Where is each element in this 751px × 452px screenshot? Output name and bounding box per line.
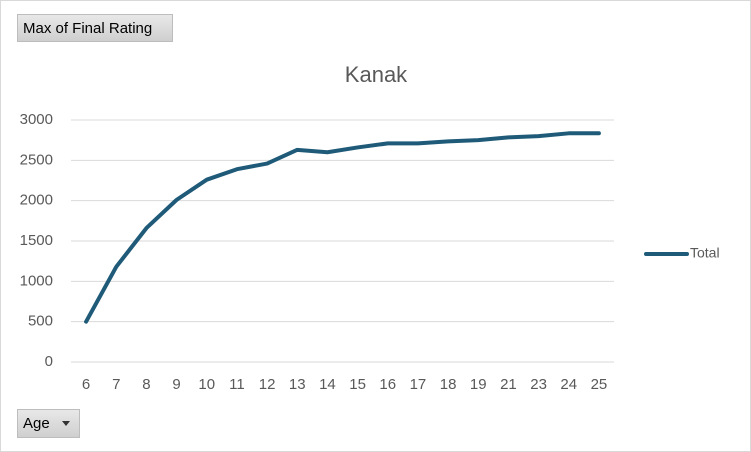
x-tick-label: 23 bbox=[530, 376, 547, 393]
y-tick-label: 2000 bbox=[20, 192, 53, 209]
x-tick-label: 18 bbox=[440, 376, 457, 393]
y-tick-label: 0 bbox=[45, 353, 53, 370]
x-tick-label: 25 bbox=[591, 376, 608, 393]
y-tick-label: 2500 bbox=[20, 151, 53, 168]
legend-label: Total bbox=[690, 245, 720, 261]
x-tick-label: 9 bbox=[172, 376, 180, 393]
x-tick-label: 6 bbox=[82, 376, 90, 393]
x-tick-label: 10 bbox=[198, 376, 215, 393]
dropdown-arrow bbox=[61, 421, 70, 426]
x-tick-label: 12 bbox=[259, 376, 276, 393]
chart-title: Kanak bbox=[345, 62, 408, 87]
x-tick-label: 8 bbox=[142, 376, 150, 393]
x-tick-label: 15 bbox=[349, 376, 366, 393]
x-tick-label: 13 bbox=[289, 376, 306, 393]
button-label: Age bbox=[23, 415, 50, 432]
value-field-button[interactable]: Max of Final Rating bbox=[17, 14, 173, 42]
y-tick-label: 1500 bbox=[20, 232, 53, 249]
data-line bbox=[84, 131, 601, 324]
x-tick-label: 19 bbox=[470, 376, 487, 393]
x-tick-label: 24 bbox=[560, 376, 577, 393]
x-tick-label: 14 bbox=[319, 376, 336, 393]
x-tick-label: 21 bbox=[500, 376, 517, 393]
x-tick-label: 17 bbox=[410, 376, 427, 393]
y-tick-label: 1000 bbox=[20, 272, 53, 289]
x-tick-label: 7 bbox=[112, 376, 120, 393]
x-tick-label: 16 bbox=[379, 376, 396, 393]
x-tick-label: 11 bbox=[229, 376, 245, 393]
y-tick-label: 500 bbox=[28, 313, 53, 330]
y-tick-label: 3000 bbox=[20, 111, 53, 128]
button-label: Max of Final Rating bbox=[23, 19, 153, 37]
axis-field-button[interactable]: Age bbox=[17, 409, 80, 438]
